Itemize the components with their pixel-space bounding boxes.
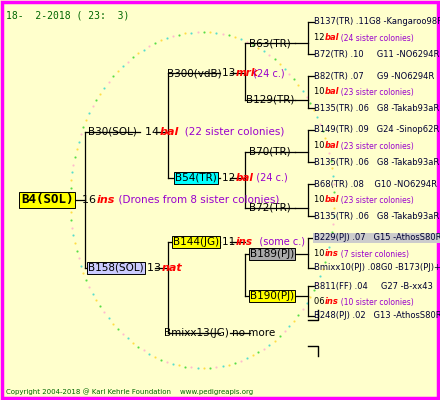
Text: B158(SOL): B158(SOL) bbox=[88, 263, 144, 273]
Text: B135(TR) .06   G8 -Takab93aR: B135(TR) .06 G8 -Takab93aR bbox=[314, 158, 439, 166]
Text: B300(vdB): B300(vdB) bbox=[167, 68, 221, 78]
Text: Bmixx13(JG): Bmixx13(JG) bbox=[164, 328, 228, 338]
Text: 13: 13 bbox=[147, 263, 165, 273]
Text: 10: 10 bbox=[314, 196, 327, 204]
Text: 10: 10 bbox=[314, 88, 327, 96]
Text: B190(PJ): B190(PJ) bbox=[250, 291, 294, 301]
Text: (23 sister colonies): (23 sister colonies) bbox=[336, 88, 414, 96]
Text: B70(TR): B70(TR) bbox=[249, 147, 291, 157]
Text: B30(SOL): B30(SOL) bbox=[88, 127, 136, 137]
Text: (24 sister colonies): (24 sister colonies) bbox=[336, 34, 414, 42]
Text: 16: 16 bbox=[82, 195, 99, 205]
Text: B129(TR): B129(TR) bbox=[246, 95, 294, 105]
Text: B189(PJ): B189(PJ) bbox=[250, 249, 294, 259]
Text: (24 c.): (24 c.) bbox=[250, 173, 288, 183]
Text: 10: 10 bbox=[314, 142, 327, 150]
Text: Copyright 2004-2018 @ Karl Kehrle Foundation    www.pedigreapis.org: Copyright 2004-2018 @ Karl Kehrle Founda… bbox=[6, 388, 253, 395]
Text: (23 sister colonies): (23 sister colonies) bbox=[336, 196, 414, 204]
Text: 13: 13 bbox=[222, 68, 238, 78]
Text: B63(TR): B63(TR) bbox=[249, 38, 291, 48]
Text: (some c.): (some c.) bbox=[250, 237, 305, 247]
Text: 18-  2-2018 ( 23:  3): 18- 2-2018 ( 23: 3) bbox=[6, 10, 129, 20]
Text: (10 sister colonies): (10 sister colonies) bbox=[336, 298, 414, 306]
Text: B135(TR) .06   G8 -Takab93aR: B135(TR) .06 G8 -Takab93aR bbox=[314, 104, 439, 112]
Text: bal: bal bbox=[325, 34, 340, 42]
Text: B811(FF) .04     G27 -B-xx43: B811(FF) .04 G27 -B-xx43 bbox=[314, 282, 433, 290]
Text: B72(TR): B72(TR) bbox=[249, 203, 291, 213]
Text: B248(PJ) .02   G13 -AthosS80R: B248(PJ) .02 G13 -AthosS80R bbox=[314, 312, 440, 320]
Text: 10: 10 bbox=[314, 250, 327, 258]
Text: (Drones from 8 sister colonies): (Drones from 8 sister colonies) bbox=[112, 195, 279, 205]
Text: bal: bal bbox=[325, 142, 340, 150]
Text: B229(PJ) .07   G15 -AthosS80R: B229(PJ) .07 G15 -AthosS80R bbox=[314, 234, 440, 242]
Text: B144(JG): B144(JG) bbox=[173, 237, 219, 247]
Text: (23 sister colonies): (23 sister colonies) bbox=[336, 142, 414, 150]
Text: ins: ins bbox=[97, 195, 115, 205]
Text: B149(TR) .09   G24 -Sinop62R: B149(TR) .09 G24 -Sinop62R bbox=[314, 126, 439, 134]
Text: B68(TR) .08    G10 -NO6294R: B68(TR) .08 G10 -NO6294R bbox=[314, 180, 437, 188]
Text: B82(TR) .07     G9 -NO6294R: B82(TR) .07 G9 -NO6294R bbox=[314, 72, 434, 80]
Text: nat: nat bbox=[162, 263, 183, 273]
Text: 12: 12 bbox=[222, 173, 238, 183]
Text: mrk: mrk bbox=[236, 68, 259, 78]
Text: B72(TR) .10     G11 -NO6294R: B72(TR) .10 G11 -NO6294R bbox=[314, 50, 440, 58]
Text: (24 c.): (24 c.) bbox=[250, 68, 285, 78]
Text: ins: ins bbox=[236, 237, 253, 247]
Text: (22 sister colonies): (22 sister colonies) bbox=[175, 127, 284, 137]
Text: ins: ins bbox=[325, 250, 339, 258]
Text: bal: bal bbox=[325, 88, 340, 96]
Text: 11: 11 bbox=[222, 237, 238, 247]
Text: bal: bal bbox=[325, 196, 340, 204]
Text: B54(TR): B54(TR) bbox=[175, 173, 217, 183]
Text: 06: 06 bbox=[314, 298, 327, 306]
Text: (7 sister colonies): (7 sister colonies) bbox=[336, 250, 409, 258]
Text: B4(SOL): B4(SOL) bbox=[21, 194, 73, 206]
Text: bal: bal bbox=[160, 127, 179, 137]
Text: ins: ins bbox=[325, 298, 339, 306]
Text: B137(TR) .11G8 -Kangaroo98R: B137(TR) .11G8 -Kangaroo98R bbox=[314, 18, 440, 26]
Text: Bmixx10(PJ) .08G0 -B173(PJ)+B2: Bmixx10(PJ) .08G0 -B173(PJ)+B2 bbox=[314, 264, 440, 272]
Text: bal: bal bbox=[236, 173, 254, 183]
Text: 12: 12 bbox=[314, 34, 327, 42]
Text: B135(TR) .06   G8 -Takab93aR: B135(TR) .06 G8 -Takab93aR bbox=[314, 212, 439, 220]
Text: 14: 14 bbox=[145, 127, 163, 137]
Text: no more: no more bbox=[232, 328, 275, 338]
